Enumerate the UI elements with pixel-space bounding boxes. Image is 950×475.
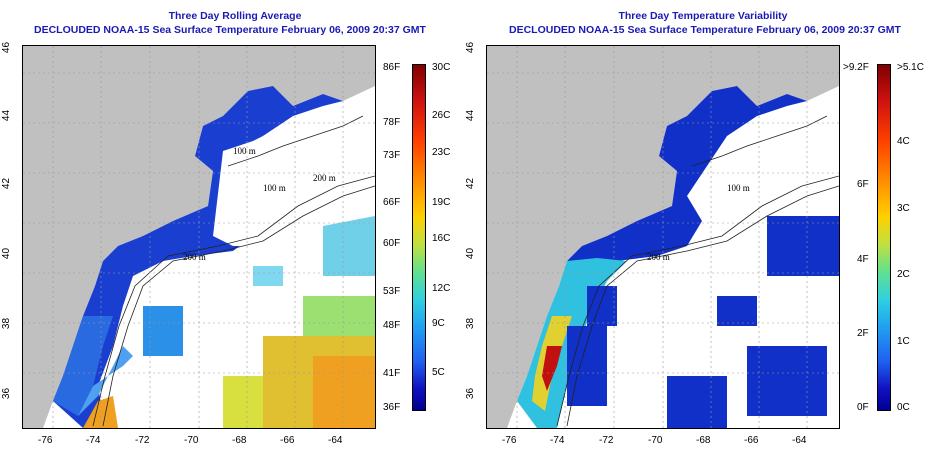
left-cbar-c-label: 5C [432, 367, 445, 378]
left-cbar-c-label: 19C [432, 197, 451, 208]
right-title-line2: DECLOUDED NOAA-15 Sea Surface Temperatur… [509, 24, 901, 36]
left-cbar-f-label: 86F [383, 62, 401, 73]
left-lat-tick: 44 [1, 109, 13, 122]
left-map: 100 m 100 m 200 m 200 m [22, 45, 376, 429]
right-cbar-f-label: 4F [857, 254, 869, 265]
left-colorbar [412, 64, 426, 411]
contour-label: 200 m [313, 173, 336, 183]
left-lon-tick: -74 [86, 435, 101, 446]
right-lon-tick: -66 [744, 435, 759, 446]
right-lat-tick: 40 [465, 247, 477, 260]
right-lon-tick: -64 [792, 435, 807, 446]
contour-label: 100 m [233, 146, 256, 156]
left-lon-tick: -64 [328, 435, 343, 446]
right-cbar-c-label: 0C [897, 402, 910, 413]
right-lon-tick: -70 [648, 435, 663, 446]
right-title-line1: Three Day Temperature Variability [618, 10, 788, 22]
left-title-line1: Three Day Rolling Average [168, 10, 302, 22]
right-colorbar [877, 64, 891, 411]
left-cbar-c-label: 9C [432, 318, 445, 329]
right-cbar-c-label: >5.1C [897, 62, 924, 73]
right-lon-tick: -68 [696, 435, 711, 446]
left-cbar-f-label: 41F [383, 368, 401, 379]
left-lat-tick: 38 [1, 317, 13, 330]
right-lat-tick: 46 [465, 41, 477, 54]
right-cbar-c-label: 4C [897, 136, 910, 147]
left-lon-tick: -68 [232, 435, 247, 446]
left-cbar-c-label: 16C [432, 233, 451, 244]
right-lat-tick: 42 [465, 177, 477, 190]
right-lon-tick: -74 [550, 435, 565, 446]
left-cbar-f-label: 60F [383, 238, 401, 249]
right-lat-tick: 38 [465, 317, 477, 330]
left-cbar-c-label: 26C [432, 110, 451, 121]
contour-label: 100 m [263, 183, 286, 193]
right-lat-tick: 44 [465, 109, 477, 122]
right-cbar-f-label: 0F [857, 402, 869, 413]
right-lon-tick: -76 [502, 435, 517, 446]
right-cbar-c-label: 3C [897, 203, 910, 214]
left-title-line2: DECLOUDED NOAA-15 Sea Surface Temperatur… [34, 24, 426, 36]
right-cbar-f-label: 2F [857, 328, 869, 339]
left-lat-tick: 46 [1, 41, 13, 54]
left-cbar-f-label: 53F [383, 286, 401, 297]
left-cbar-c-label: 23C [432, 147, 451, 158]
right-lon-tick: -72 [599, 435, 614, 446]
left-lon-tick: -76 [38, 435, 53, 446]
contour-label: 200 m [183, 252, 206, 262]
land-area [23, 46, 375, 428]
left-cbar-f-label: 48F [383, 320, 401, 331]
land-area [487, 46, 839, 428]
left-cbar-f-label: 78F [383, 117, 401, 128]
left-cbar-c-label: 30C [432, 62, 451, 73]
left-lat-tick: 40 [1, 247, 13, 260]
left-lon-tick: -70 [184, 435, 199, 446]
right-cbar-f-label: >9.2F [843, 62, 869, 73]
right-cbar-f-label: 6F [857, 179, 869, 190]
left-cbar-f-label: 36F [383, 402, 401, 413]
contour-label: 100 m [727, 183, 750, 193]
left-cbar-c-label: 12C [432, 283, 451, 294]
left-lat-tick: 36 [1, 387, 13, 400]
right-cbar-c-label: 1C [897, 336, 910, 347]
right-map: 100 m 200 m [486, 45, 840, 429]
right-lat-tick: 36 [465, 387, 477, 400]
right-cbar-c-label: 2C [897, 269, 910, 280]
left-lon-tick: -72 [135, 435, 150, 446]
left-lat-tick: 42 [1, 177, 13, 190]
left-cbar-f-label: 66F [383, 197, 401, 208]
contour-label: 200 m [647, 252, 670, 262]
left-lon-tick: -66 [280, 435, 295, 446]
left-cbar-f-label: 73F [383, 150, 401, 161]
